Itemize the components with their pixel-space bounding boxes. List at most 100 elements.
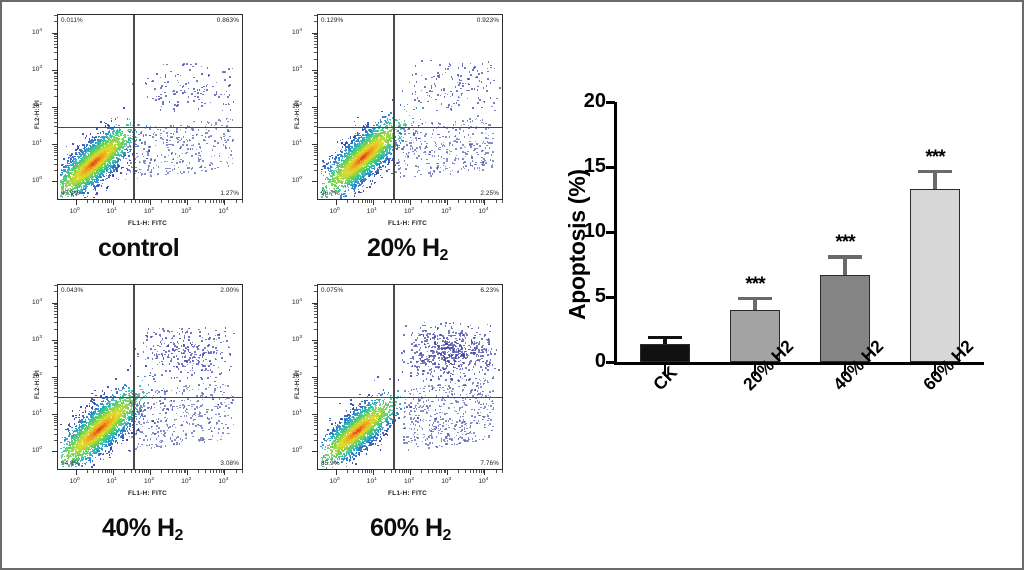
flow-x-tick-minor — [141, 470, 143, 473]
flow-x-axis-label: FL1-H: FITC — [128, 490, 167, 497]
flow-x-tick-minor — [401, 200, 403, 203]
flow-x-tick-major — [187, 470, 189, 475]
flow-x-tick-minor — [357, 470, 359, 473]
flow-y-tick-minor — [54, 388, 57, 389]
flow-x-tick-minor — [93, 470, 95, 473]
flow-x-tick-major — [150, 470, 152, 475]
flow-x-tick-minor — [371, 200, 372, 203]
flow-y-tick-minor — [54, 306, 57, 307]
flow-y-tick-minor — [314, 417, 317, 419]
flow-y-tick-minor — [54, 310, 57, 312]
flow-y-tick-minor — [314, 36, 317, 37]
flow-y-tick-minor — [314, 284, 317, 286]
flow-x-tick-label: 104 — [218, 477, 228, 485]
flow-y-tick-label: 101 — [32, 409, 42, 417]
flow-y-tick-minor — [54, 391, 57, 393]
flow-y-tick-label: 104 — [292, 28, 302, 36]
bar-chart-y-tick-label: 5 — [568, 285, 606, 308]
flow-x-tick-minor — [204, 200, 206, 203]
flow-y-tick-minor — [314, 391, 317, 393]
quadrant-divider-vertical — [393, 285, 395, 469]
flow-x-tick-minor — [209, 200, 211, 203]
bar-chart-y-tick-label: 15 — [568, 155, 606, 178]
flow-x-tick-major — [224, 470, 226, 475]
flow-y-tick-major — [312, 69, 317, 71]
flow-x-tick-major — [187, 200, 189, 205]
flow-x-tick-minor — [218, 200, 220, 203]
flow-y-tick-minor — [314, 170, 317, 171]
flow-x-tick-label: 102 — [404, 477, 414, 485]
flow-x-tick-minor — [222, 200, 224, 203]
flow-y-tick-minor — [314, 345, 317, 347]
flow-y-tick-minor — [54, 343, 57, 345]
flow-y-tick-minor — [54, 284, 57, 286]
flow-y-tick-minor — [314, 440, 317, 441]
flow-y-tick-minor — [314, 58, 317, 60]
flow-y-tick-minor — [54, 322, 57, 323]
flow-y-tick-major — [312, 107, 317, 109]
flow-x-tick-major — [335, 470, 337, 475]
flow-y-tick-minor — [314, 84, 317, 86]
flow-x-tick-minor — [97, 470, 99, 473]
panel-caption-h2-60: 60% H2 — [370, 514, 451, 545]
flow-y-tick-minor — [54, 359, 57, 361]
apoptosis-bar-chart: Apoptosis (%) 0 5 10 15 20 CK *** 20% H2 *** 40% … — [562, 80, 1012, 550]
flow-x-tick-minor — [383, 200, 385, 203]
flow-x-tick-minor — [408, 470, 410, 473]
flow-y-tick-label: 100 — [32, 446, 42, 454]
flow-dot-cloud — [58, 15, 242, 199]
flow-y-tick-minor — [54, 47, 57, 49]
flow-y-tick-minor — [54, 80, 57, 82]
flow-x-tick-minor — [441, 470, 443, 473]
flow-x-tick-minor — [242, 200, 243, 203]
flow-x-tick-minor — [109, 200, 110, 203]
flow-y-tick-major — [52, 144, 57, 146]
flow-x-tick-minor — [209, 470, 211, 473]
flow-y-tick-minor — [54, 78, 57, 79]
flow-x-tick-minor — [161, 470, 162, 473]
error-bar-stem — [843, 255, 847, 275]
flow-y-tick-major — [312, 302, 317, 304]
flow-x-tick-minor — [198, 200, 200, 203]
quadrant-divider-horizontal — [58, 127, 242, 129]
flow-x-tick-minor — [144, 470, 146, 473]
flow-y-tick-minor — [314, 152, 317, 154]
flow-x-tick-label: 100 — [70, 207, 80, 215]
quadrant-percent-lower-right: 2.25% — [480, 190, 499, 197]
flow-x-tick-minor — [369, 200, 370, 203]
flow-x-tick-label: 102 — [404, 207, 414, 215]
panel-caption-h2-20: 20% H2 — [367, 234, 448, 265]
flow-y-tick-minor — [314, 291, 317, 293]
flow-y-tick-minor — [314, 425, 317, 427]
bar-chart-x-tick — [663, 365, 667, 376]
flow-dot-cloud — [318, 15, 502, 199]
panel-caption-text: 40% H — [102, 514, 175, 542]
flow-y-tick-minor — [54, 317, 57, 319]
flow-x-tick-minor — [218, 470, 220, 473]
flow-x-tick-label: 103 — [441, 477, 451, 485]
flow-y-tick-minor — [314, 163, 317, 165]
bar-chart-y-tick-label: 10 — [568, 220, 606, 243]
flow-y-tick-minor — [314, 385, 317, 387]
flow-x-tick-minor — [213, 470, 214, 473]
flow-y-tick-label: 104 — [32, 298, 42, 306]
flow-y-tick-minor — [314, 313, 317, 315]
flow-y-tick-minor — [54, 425, 57, 427]
flow-x-tick-minor — [141, 200, 143, 203]
quadrant-percent-lower-right: 3.08% — [220, 460, 239, 467]
flow-x-tick-minor — [427, 200, 429, 203]
bar-20-h2 — [729, 310, 781, 362]
flow-x-tick-label: 100 — [70, 477, 80, 485]
flow-y-tick-minor — [54, 417, 57, 419]
error-bar-cap — [827, 255, 863, 259]
bar-chart-y-tick — [606, 101, 615, 104]
quadrant-divider-vertical — [393, 15, 395, 199]
flow-x-tick-minor — [353, 200, 355, 203]
flow-y-tick-minor — [314, 378, 317, 380]
error-bar-cap — [737, 297, 773, 301]
flow-x-tick-minor — [458, 470, 460, 473]
flow-x-tick-minor — [482, 200, 484, 203]
flow-x-tick-major — [372, 200, 374, 205]
flow-y-tick-minor — [314, 133, 317, 134]
flow-x-tick-minor — [172, 200, 174, 203]
